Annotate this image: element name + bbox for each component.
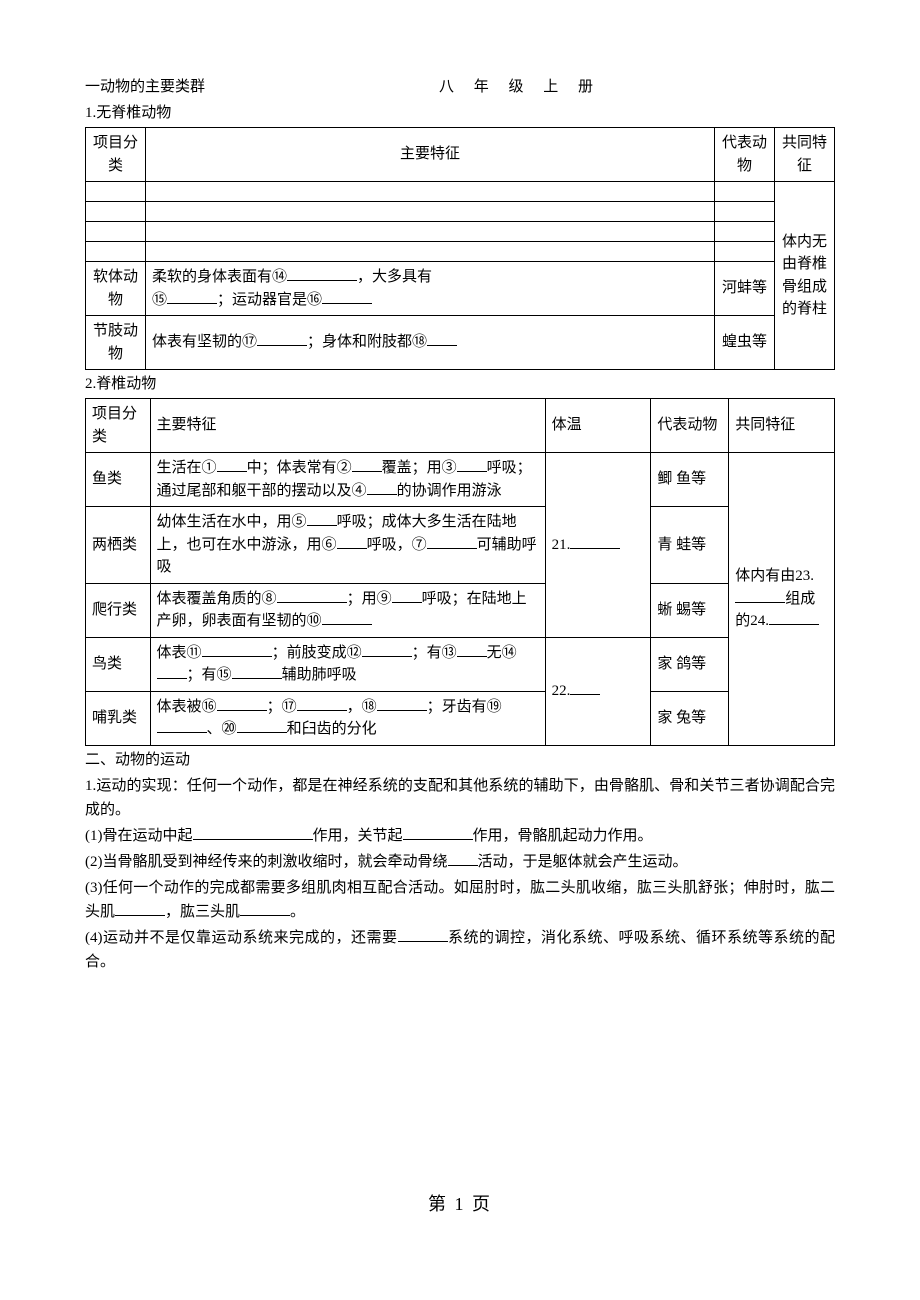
header-center: 八 年 级 上 册 [205, 75, 835, 99]
blank-19[interactable] [157, 718, 207, 733]
blank-17b[interactable] [297, 696, 347, 711]
th-rep: 代表动物 [651, 399, 729, 453]
para-1: 1.运动的实现：任何一个动作，都是在神经系统的支配和其他系统的辅助下，由骨骼肌、… [85, 774, 835, 822]
blank-23[interactable] [735, 588, 785, 603]
table-row: 两栖类 幼体生活在水中，用⑤呼吸；成体大多生活在陆地上，也可在水中游泳，用⑥呼吸… [86, 507, 835, 584]
rep-mammal: 家 兔等 [651, 691, 729, 745]
table-row [86, 242, 835, 262]
blank-1[interactable] [217, 457, 247, 472]
th-features: 主要特征 [150, 399, 545, 453]
page-header: 一动物的主要类群 八 年 级 上 册 [85, 75, 835, 99]
page-footer: 第 1 页 [0, 1190, 920, 1219]
table-vertebrates: 项目分类 主要特征 体温 代表动物 共同特征 鱼类 生活在①中；体表常有②覆盖；… [85, 398, 835, 746]
blank-17[interactable] [257, 331, 307, 346]
blank-18b[interactable] [377, 696, 427, 711]
table-row: 项目分类 主要特征 体温 代表动物 共同特征 [86, 399, 835, 453]
cat-fish: 鱼类 [86, 453, 151, 507]
blank-14[interactable] [287, 266, 357, 281]
blank-triceps[interactable] [240, 901, 290, 916]
feat-fish: 生活在①中；体表常有②覆盖；用③呼吸；通过尾部和躯干部的摆动以及④的协调作用游泳 [150, 453, 545, 507]
table-row: 鱼类 生活在①中；体表常有②覆盖；用③呼吸；通过尾部和躯干部的摆动以及④的协调作… [86, 453, 835, 507]
feat-reptile: 体表覆盖角质的⑧；用⑨呼吸；在陆地上产卵，卵表面有坚韧的⑩ [150, 583, 545, 637]
blank-4[interactable] [367, 480, 397, 495]
blank-2[interactable] [352, 457, 382, 472]
blank-joint[interactable] [403, 825, 473, 840]
blank-16[interactable] [322, 289, 372, 304]
blank-16b[interactable] [217, 696, 267, 711]
th-category: 项目分类 [86, 128, 146, 182]
rep-fish: 鲫 鱼等 [651, 453, 729, 507]
blank-8[interactable] [277, 588, 347, 603]
common-vertebrate: 体内有由23.组成的24. [729, 453, 835, 746]
common-feature: 体内无由脊椎骨组成的脊柱 [775, 182, 835, 370]
rep-mollusk: 河蚌等 [715, 262, 775, 316]
rep-arthropod: 蝗虫等 [715, 316, 775, 370]
th-category: 项目分类 [86, 399, 151, 453]
cat-mollusk: 软体动物 [86, 262, 146, 316]
rep-amphibian: 青 蛙等 [651, 507, 729, 584]
th-temp: 体温 [545, 399, 651, 453]
blank-15b[interactable] [232, 664, 282, 679]
table-row: 节肢动物 体表有坚韧的⑰；身体和附肢都⑱ 蝗虫等 [86, 316, 835, 370]
blank-pivot[interactable] [448, 851, 478, 866]
temp-cold: 21. [545, 453, 651, 638]
section1-label: 1.无脊椎动物 [85, 101, 835, 125]
para-5: (4)运动并不是仅靠运动系统来完成的，还需要系统的调控，消化系统、呼吸系统、循环… [85, 926, 835, 974]
blank-14b[interactable] [157, 664, 187, 679]
table-row [86, 202, 835, 222]
feat-arthropod: 体表有坚韧的⑰；身体和附肢都⑱ [146, 316, 715, 370]
blank-system[interactable] [398, 927, 448, 942]
table-row: 鸟类 体表⑪；前肢变成⑫；有⑬无⑭；有⑮辅助肺呼吸 22. 家 鸽等 [86, 637, 835, 691]
cat-arthropod: 节肢动物 [86, 316, 146, 370]
para-3: (2)当骨骼肌受到神经传来的刺激收缩时，就会牵动骨绕活动，于是躯体就会产生运动。 [85, 850, 835, 874]
table-row: 哺乳类 体表被⑯；⑰，⑱；牙齿有⑲、⑳和臼齿的分化 家 兔等 [86, 691, 835, 745]
para-4: (3)任何一个动作的完成都需要多组肌肉相互配合活动。如屈肘时，肱二头肌收缩，肱三… [85, 876, 835, 924]
blank-24[interactable] [769, 610, 819, 625]
blank-5[interactable] [307, 511, 337, 526]
feat-mollusk: 柔软的身体表面有⑭，大多具有 ⑮；运动器官是⑯ [146, 262, 715, 316]
blank-18[interactable] [427, 331, 457, 346]
blank-15[interactable] [167, 289, 217, 304]
th-features: 主要特征 [146, 128, 715, 182]
blank-20[interactable] [237, 718, 287, 733]
th-common: 共同特征 [775, 128, 835, 182]
table-row [86, 222, 835, 242]
rep-reptile: 蜥 蜴等 [651, 583, 729, 637]
blank-6[interactable] [337, 534, 367, 549]
blank-21[interactable] [570, 534, 620, 549]
blank-7[interactable] [427, 534, 477, 549]
header-left: 一动物的主要类群 [85, 75, 205, 99]
blank-biceps[interactable] [115, 901, 165, 916]
section2-title: 二、动物的运动 [85, 748, 835, 772]
table-row: 软体动物 柔软的身体表面有⑭，大多具有 ⑮；运动器官是⑯ 河蚌等 [86, 262, 835, 316]
feat-mammal: 体表被⑯；⑰，⑱；牙齿有⑲、⑳和臼齿的分化 [150, 691, 545, 745]
cat-bird: 鸟类 [86, 637, 151, 691]
blank-13[interactable] [457, 642, 487, 657]
th-common: 共同特征 [729, 399, 835, 453]
table-row: 体内无由脊椎骨组成的脊柱 [86, 182, 835, 202]
section-movement: 二、动物的运动 1.运动的实现：任何一个动作，都是在神经系统的支配和其他系统的辅… [85, 748, 835, 974]
feat-amphibian: 幼体生活在水中，用⑤呼吸；成体大多生活在陆地上，也可在水中游泳，用⑥呼吸，⑦可辅… [150, 507, 545, 584]
cat-amphibian: 两栖类 [86, 507, 151, 584]
blank-bone[interactable] [193, 825, 313, 840]
table-row: 爬行类 体表覆盖角质的⑧；用⑨呼吸；在陆地上产卵，卵表面有坚韧的⑩ 蜥 蜴等 [86, 583, 835, 637]
blank-12[interactable] [362, 642, 412, 657]
para-2: (1)骨在运动中起作用，关节起作用，骨骼肌起动力作用。 [85, 824, 835, 848]
blank-22[interactable] [570, 680, 600, 695]
blank-9[interactable] [392, 588, 422, 603]
feat-bird: 体表⑪；前肢变成⑫；有⑬无⑭；有⑮辅助肺呼吸 [150, 637, 545, 691]
section2-label: 2.脊椎动物 [85, 372, 835, 396]
cat-mammal: 哺乳类 [86, 691, 151, 745]
temp-warm: 22. [545, 637, 651, 745]
blank-3[interactable] [457, 457, 487, 472]
blank-10[interactable] [322, 610, 372, 625]
rep-bird: 家 鸽等 [651, 637, 729, 691]
table-row: 项目分类 主要特征 代表动物 共同特征 [86, 128, 835, 182]
cat-reptile: 爬行类 [86, 583, 151, 637]
blank-11[interactable] [202, 642, 272, 657]
th-rep: 代表动物 [715, 128, 775, 182]
table-invertebrates: 项目分类 主要特征 代表动物 共同特征 体内无由脊椎骨组成的脊柱 软体动物 柔软… [85, 127, 835, 370]
